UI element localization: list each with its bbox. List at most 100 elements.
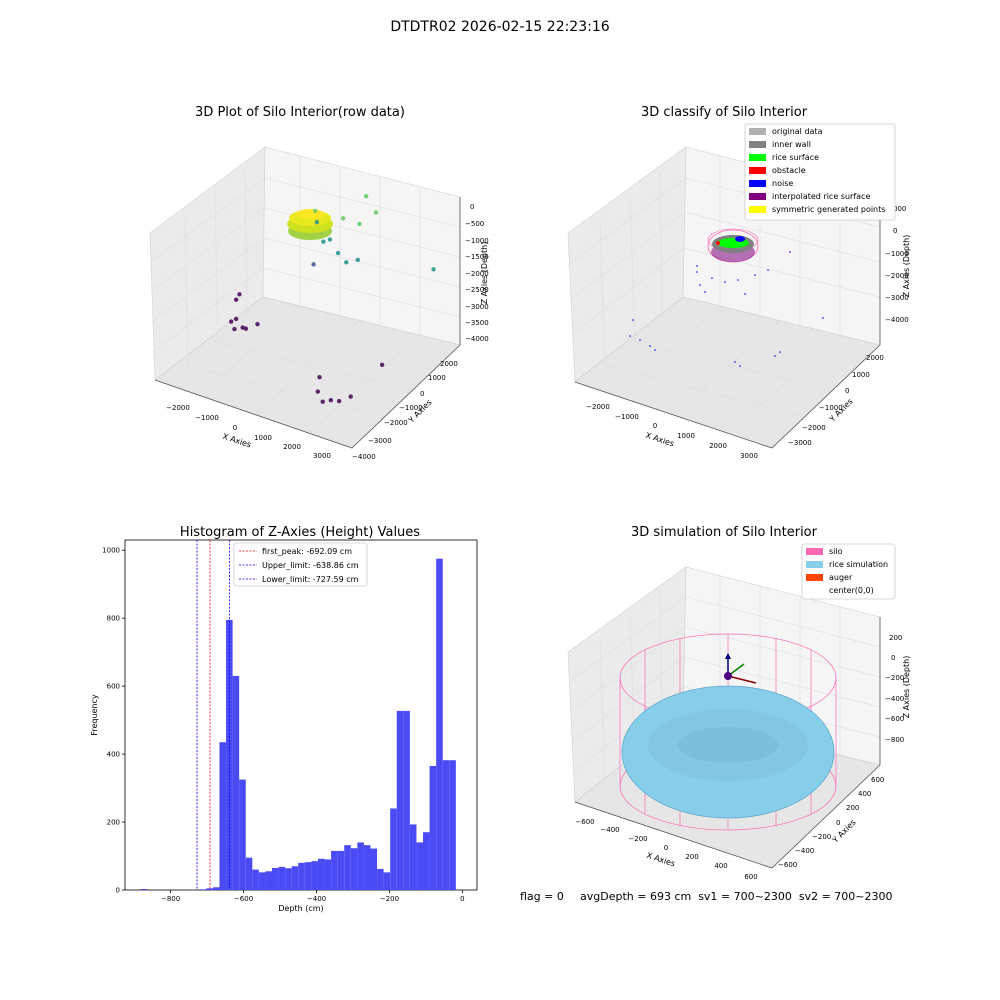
histogram-bar xyxy=(304,862,312,890)
histogram-bar xyxy=(324,859,332,890)
histogram-bar xyxy=(416,842,424,890)
histogram-bar xyxy=(219,742,227,890)
classify-noise-point xyxy=(696,265,698,267)
classify-noise-point xyxy=(739,365,741,367)
simulation-y-tick: 0 xyxy=(836,819,840,827)
classify-noise-point xyxy=(779,351,781,353)
histogram-bar xyxy=(140,888,148,890)
classify-legend-label: obstacle xyxy=(772,166,806,175)
raw-data-point xyxy=(255,322,260,327)
histogram-bar xyxy=(370,848,378,890)
histogram-bar xyxy=(258,872,266,890)
footer-stats: avgDepth = 693 cm sv1 = 700~2300 sv2 = 7… xyxy=(580,890,893,903)
classify-noise-point xyxy=(639,339,641,341)
raw-data-point xyxy=(243,326,249,331)
classify-noise-point xyxy=(696,271,698,273)
raw-data-point xyxy=(363,194,369,199)
raw-data-point xyxy=(233,316,239,322)
classify-noise-point xyxy=(724,281,726,283)
classify-noise-point xyxy=(711,277,713,279)
raw-y-tick: 0 xyxy=(420,390,424,398)
classify-z-tick: −4000 xyxy=(885,316,909,324)
simulation-y-tick: −200 xyxy=(812,833,831,841)
classify-x-tick: 0 xyxy=(653,422,657,430)
classify-x-tick: 1000 xyxy=(677,432,695,440)
raw-x-tick: 0 xyxy=(233,424,237,432)
simulation-z-tick: 200 xyxy=(889,634,902,642)
histogram-legend-label: first_peak: -692.09 cm xyxy=(262,547,352,556)
histogram-y-tick-label: 1000 xyxy=(102,547,120,555)
raw-data-point xyxy=(379,362,385,368)
raw-data-point xyxy=(431,267,436,272)
histogram-bar xyxy=(350,848,358,890)
raw-data-point xyxy=(233,297,239,302)
classify-noise-point xyxy=(734,361,736,363)
raw-y-tick: 2000 xyxy=(440,360,458,368)
raw-data-point xyxy=(237,292,242,297)
raw-data-point xyxy=(317,374,322,380)
classify-x-label: X Axies xyxy=(644,431,675,449)
simulation-z-ticks: 200 0 −200 −400 −600 −800 xyxy=(885,634,904,744)
histogram-bar xyxy=(285,868,292,890)
histogram-bar xyxy=(311,861,318,890)
simulation-z-label: Z Axies (Depth) xyxy=(902,656,911,719)
classify-x-tick: −2000 xyxy=(586,403,610,411)
simulation-legend-label: center(0,0) xyxy=(829,586,874,595)
classify-legend-label: original data xyxy=(772,127,823,136)
raw-data-point xyxy=(340,216,346,221)
classify-noise-point xyxy=(704,291,706,293)
histogram-x-tick-label: 0 xyxy=(460,895,464,903)
classify-noise-point xyxy=(629,335,631,337)
panel-raw-3d: 3D Plot of Silo Interior(row data) xyxy=(149,105,489,461)
classify-y-tick: 1000 xyxy=(852,371,870,379)
raw-z-ticks: 0 −500 −1000 −1500 −2000 −2500 −3000 −35… xyxy=(465,203,489,343)
classify-x-ticks: −2000 −1000 0 1000 2000 3000 xyxy=(586,403,758,460)
histogram-x-ticks: −800 −600 −400 −200 0 xyxy=(161,890,465,903)
histogram-bar xyxy=(317,858,325,890)
simulation-x-tick: −600 xyxy=(575,818,594,826)
histogram-bar xyxy=(377,868,384,890)
raw-dense-cluster xyxy=(287,209,333,240)
simulation-z-tick: −400 xyxy=(885,695,904,703)
histogram-y-tick-label: 200 xyxy=(107,819,120,827)
simulation-legend: silo rice simulation auger center(0,0) xyxy=(801,543,896,600)
panel-raw-title: 3D Plot of Silo Interior(row data) xyxy=(195,105,405,120)
raw-y-tick: −3000 xyxy=(368,437,392,445)
histogram-bar xyxy=(390,808,397,890)
classify-noise-points xyxy=(629,251,824,367)
histogram-bar xyxy=(232,675,240,890)
classify-legend-label: symmetric generated points xyxy=(772,205,885,214)
classify-x-tick: 2000 xyxy=(709,442,727,450)
raw-data-point xyxy=(232,326,237,332)
raw-z-tick: −2000 xyxy=(465,270,489,278)
classify-cluster xyxy=(707,228,759,263)
simulation-x-tick: 0 xyxy=(664,844,668,852)
histogram-y-tick-label: 400 xyxy=(107,751,120,759)
classify-z-ticks: 000 0 −1000 −2000 −3000 −4000 xyxy=(885,205,909,324)
raw-data-point xyxy=(357,221,362,227)
raw-data-point xyxy=(321,239,326,244)
raw-data-point xyxy=(320,399,325,404)
histogram-title: Histogram of Z-Axies (Height) Values xyxy=(180,525,420,540)
simulation-x-tick: 400 xyxy=(714,862,727,870)
simulation-center-marker xyxy=(724,653,757,684)
classify-y-tick: 2000 xyxy=(866,354,884,362)
simulation-title: 3D simulation of Silo Interior xyxy=(631,525,818,540)
classify-legend-label: inner wall xyxy=(772,140,811,149)
raw-data-point xyxy=(328,398,334,403)
simulation-y-tick: −400 xyxy=(795,847,814,855)
raw-y-ticks: −4000 −3000 −2000 −1000 0 1000 2000 xyxy=(352,360,458,461)
simulation-z-tick: 0 xyxy=(891,654,895,662)
raw-x-tick: 3000 xyxy=(313,452,331,460)
histogram-bar xyxy=(396,710,404,890)
histogram-legend-label: Lower_limit: -727.59 cm xyxy=(262,575,359,584)
classify-y-tick: 0 xyxy=(845,387,849,395)
histogram-bar xyxy=(429,765,437,890)
classify-noise-point xyxy=(774,355,776,357)
raw-x-label: X Axies xyxy=(221,432,252,450)
raw-y-tick: −4000 xyxy=(352,453,376,461)
histogram-y-tick-label: 600 xyxy=(107,683,120,691)
simulation-y-tick: 600 xyxy=(871,776,884,784)
histogram-bar xyxy=(291,866,299,890)
